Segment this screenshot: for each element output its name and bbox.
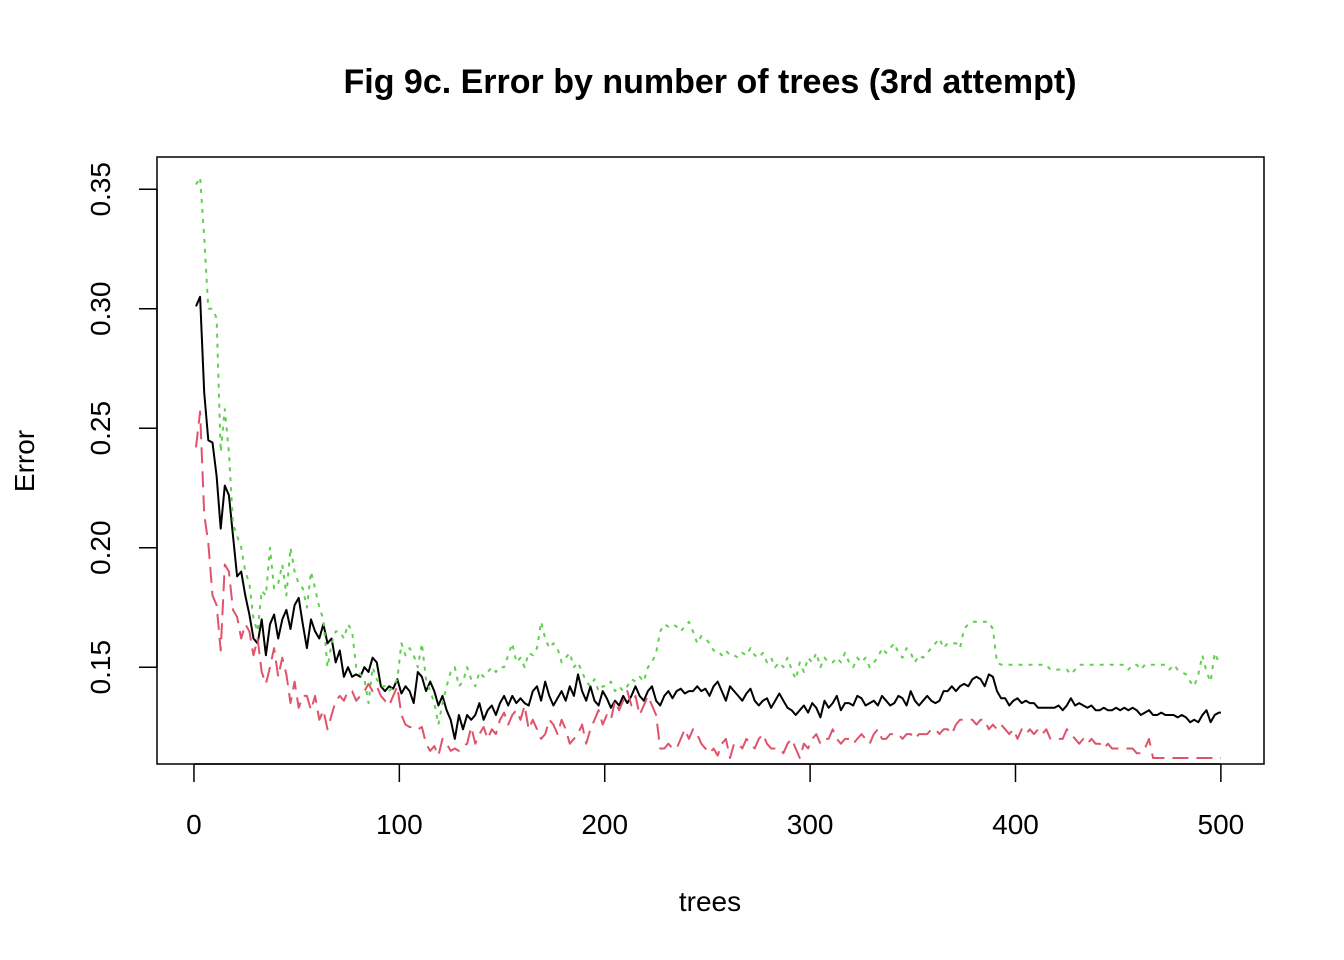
chart-title: Fig 9c. Error by number of trees (3rd at…: [343, 63, 1076, 101]
x-tick-label: 100: [376, 809, 423, 840]
x-tick-label: 500: [1198, 809, 1245, 840]
series-line-2: [195, 410, 1221, 759]
y-tick-label: 0.30: [85, 282, 116, 337]
y-tick-label: 0.20: [85, 520, 116, 575]
series-line-1: [195, 295, 1221, 740]
y-tick-label: 0.15: [85, 640, 116, 695]
x-tick-label: 200: [581, 809, 628, 840]
x-axis: 0 100 200 300 400 500: [186, 763, 1245, 840]
y-tick-label: 0.35: [85, 162, 116, 217]
x-axis-label: trees: [679, 886, 741, 917]
y-tick-label: 0.25: [85, 401, 116, 456]
x-tick-label: 300: [787, 809, 834, 840]
y-axis-label: Error: [9, 430, 40, 492]
series-layer: [195, 176, 1221, 759]
x-tick-label: 400: [992, 809, 1039, 840]
x-tick-label: 0: [186, 809, 202, 840]
y-axis: 0.15 0.20 0.25 0.30 0.35: [85, 162, 158, 695]
